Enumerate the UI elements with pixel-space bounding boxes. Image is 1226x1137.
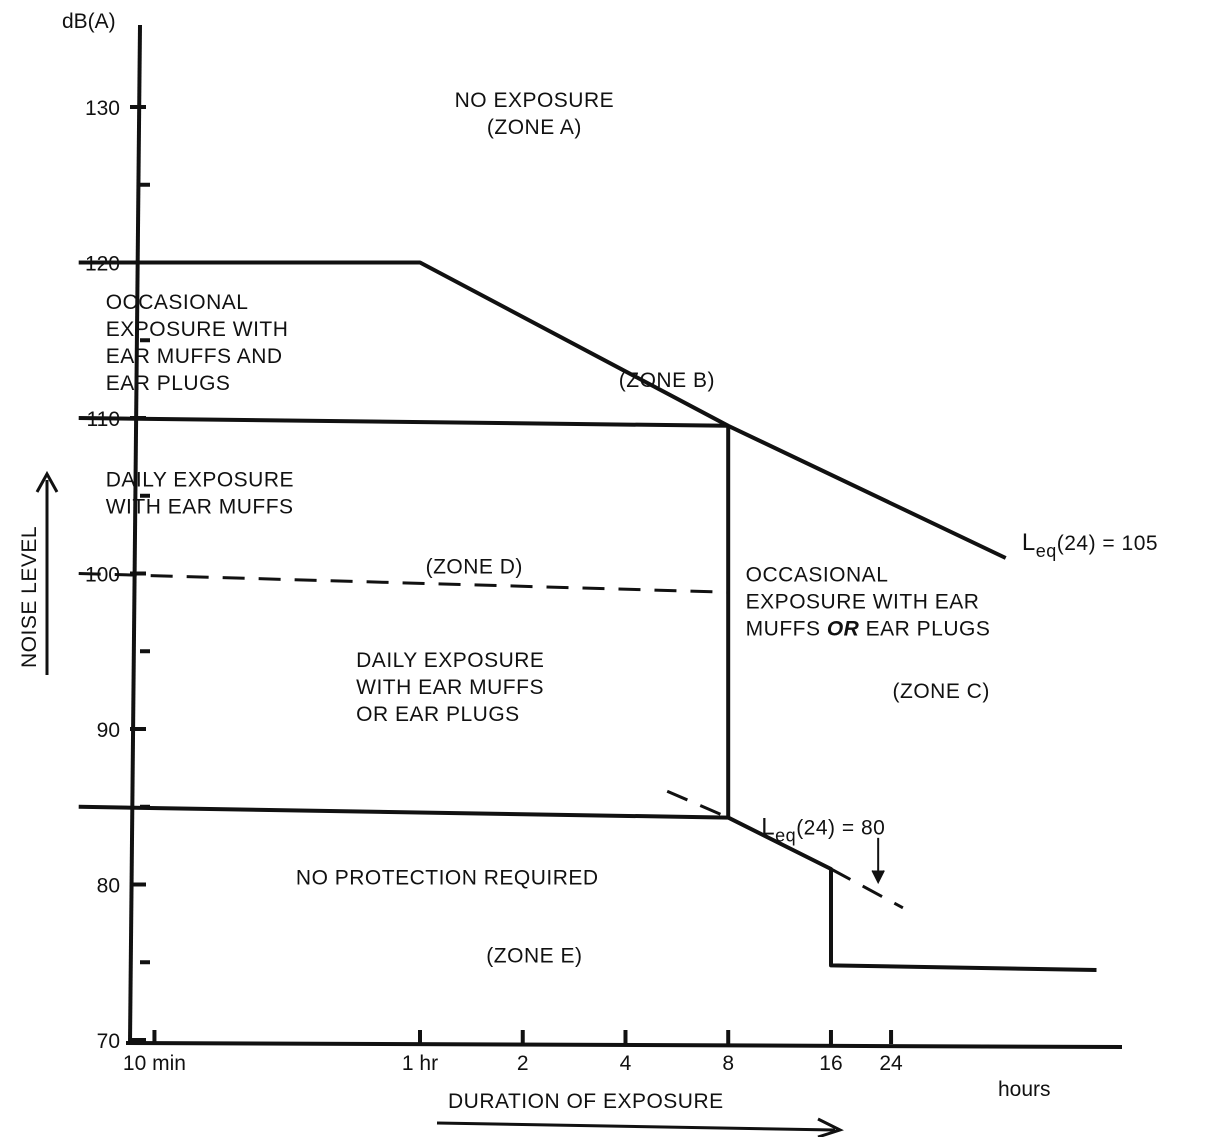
- zone-label-line: (ZONE D): [426, 556, 523, 579]
- y-axis-title: NOISE LEVEL: [18, 470, 59, 675]
- x-axis-arrow: [436, 1121, 836, 1132]
- leq-80-arrow-head: [871, 870, 885, 885]
- y-ticks: 70 80 90 100 110 120 130: [85, 97, 150, 1053]
- x-tick-label: 1 hr: [402, 1052, 438, 1075]
- x-tick-label: 10 min: [123, 1052, 186, 1075]
- x-tick-label: 24: [879, 1052, 903, 1075]
- y-axis: [128, 24, 142, 1044]
- x-tick-label: 2: [517, 1052, 529, 1075]
- x-tick-label: 8: [722, 1052, 734, 1075]
- zone-label-line: WITH EAR MUFFS: [356, 676, 544, 699]
- zone-label-line: OCCASIONAL: [106, 291, 249, 314]
- chart-lines: [78, 260, 1097, 972]
- y-axis-label: NOISE LEVEL: [18, 526, 41, 668]
- x-axis-label: DURATION OF EXPOSURE: [448, 1090, 724, 1113]
- zone-label-line: NO EXPOSURE: [455, 89, 615, 112]
- zone-labels: NO EXPOSURE (ZONE A) OCCASIONAL EXPOSURE WI…: [106, 89, 991, 967]
- zone-label-line: EAR MUFFS AND: [106, 345, 283, 368]
- x-axis: [125, 1041, 1123, 1049]
- y-axis-arrow-head: [35, 470, 59, 493]
- zone-label-line: NO PROTECTION REQUIRED: [296, 867, 599, 890]
- zone-label-line: EXPOSURE WITH: [106, 318, 289, 341]
- y-tick-label: 70: [97, 1030, 120, 1053]
- series-line-1: [78, 260, 1007, 560]
- leq-label: Leq(24) = 80: [761, 814, 885, 846]
- zone-label-line: (ZONE A): [487, 116, 582, 139]
- annotations: [871, 837, 885, 885]
- series-line-2: [78, 416, 729, 428]
- zone-label-line: MUFFS OR EAR PLUGS: [746, 617, 991, 640]
- zone-label-line: WITH EAR MUFFS: [106, 495, 294, 518]
- x-axis-title: DURATION OF EXPOSURE: [436, 1090, 844, 1137]
- zone-label-line: DAILY EXPOSURE: [106, 468, 294, 491]
- y-tick-label: 120: [85, 253, 120, 276]
- x-axis-unit: hours: [998, 1078, 1051, 1101]
- zone-label-line: OCCASIONAL: [746, 563, 889, 586]
- zone-label-line: (ZONE B): [619, 369, 715, 392]
- zone-label-line: (ZONE E): [486, 944, 582, 967]
- x-axis-arrow-head: [817, 1117, 844, 1137]
- y-tick-label: 90: [97, 719, 120, 742]
- zone-label-line: DAILY EXPOSURE: [356, 649, 544, 672]
- y-tick-label: 80: [97, 875, 120, 898]
- series-line-3: [78, 572, 729, 594]
- line-labels: Leq(24) = 105 Leq(24) = 80: [761, 529, 1158, 846]
- x-ticks: 10 min 1 hr 2 4 8 16 24: [123, 1030, 903, 1075]
- zone-label-line: (ZONE C): [893, 680, 990, 703]
- leq-label: Leq(24) = 105: [1022, 529, 1158, 561]
- zone-label-line: OR EAR PLUGS: [356, 703, 520, 726]
- x-tick-label: 4: [620, 1052, 632, 1075]
- y-axis-unit: dB(A): [62, 10, 116, 33]
- series-line-6: [666, 789, 729, 819]
- y-tick-label: 110: [87, 408, 120, 431]
- series-line-7: [830, 867, 904, 910]
- x-tick-label: 16: [819, 1052, 842, 1075]
- y-tick-label: 130: [85, 97, 120, 120]
- y-tick-label: 100: [85, 564, 120, 587]
- zone-label-line: EAR PLUGS: [106, 372, 231, 395]
- zone-label-line: EXPOSURE WITH EAR: [746, 590, 980, 613]
